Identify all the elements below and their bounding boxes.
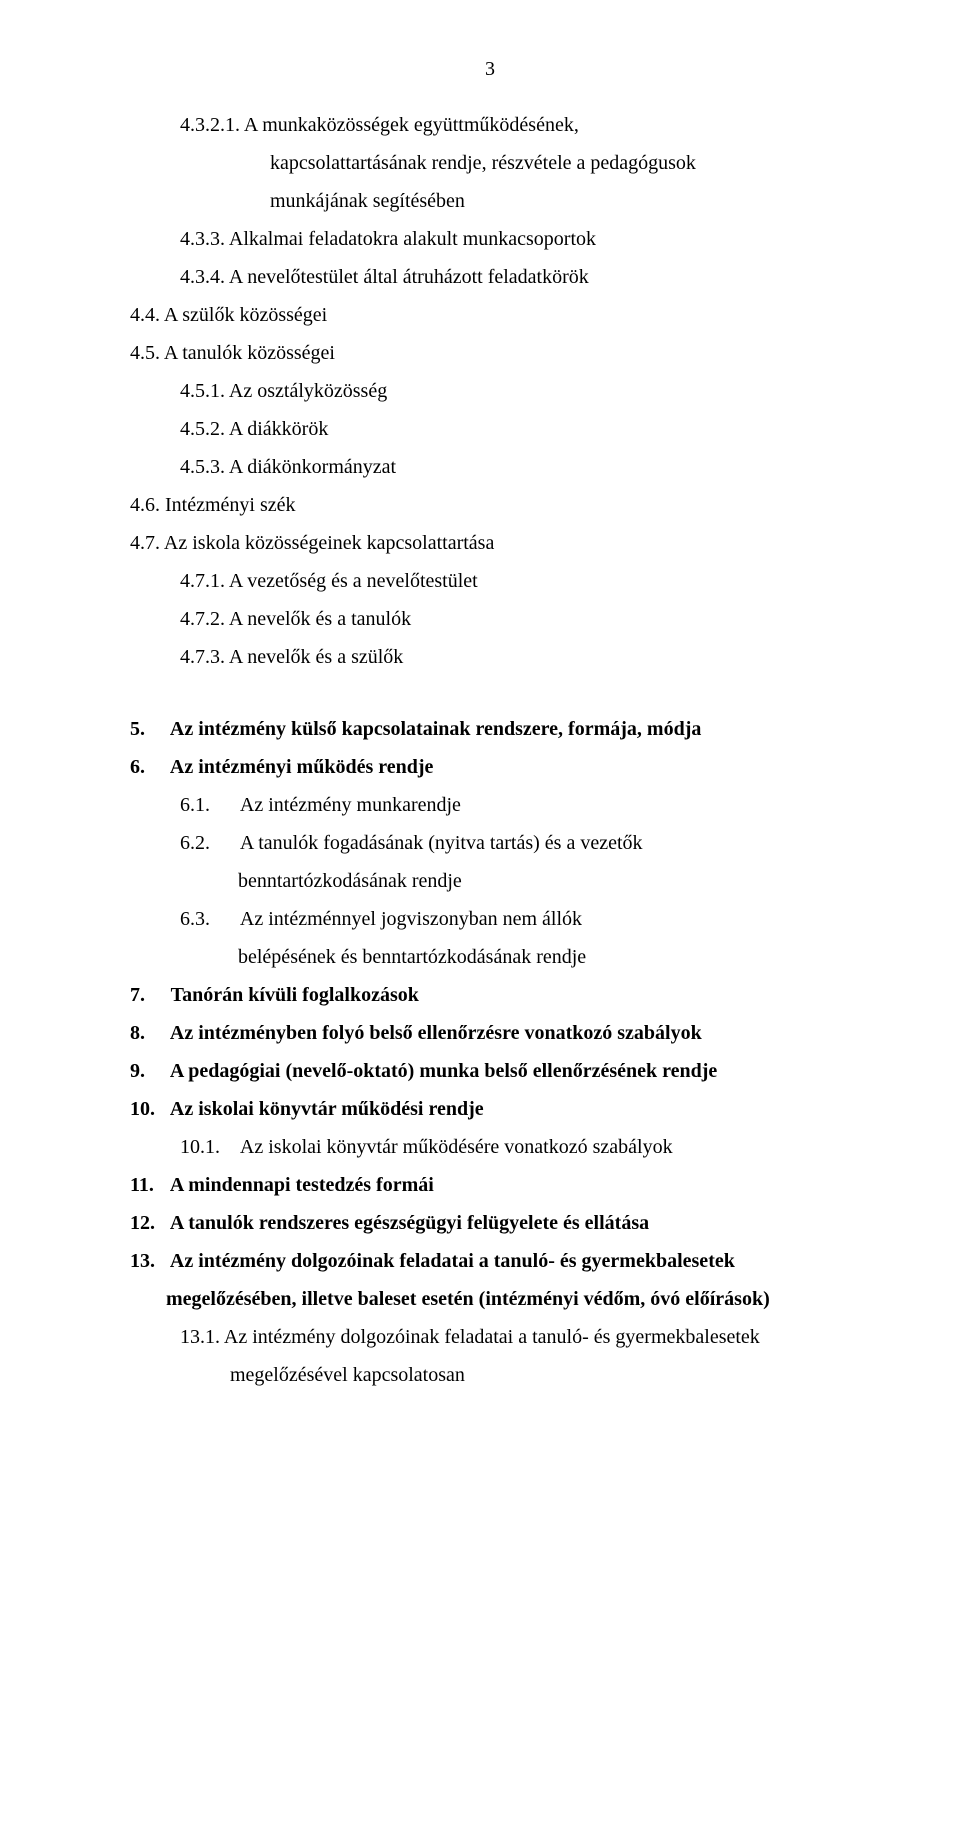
toc-continuation: kapcsolattartásának rendje, részvétele a… [130, 144, 850, 182]
toc-line: 4.4. A szülők közösségei [130, 296, 850, 334]
toc-text: Az intézmény külső kapcsolatainak rendsz… [170, 718, 701, 740]
toc-line: 13.1. Az intézmény dolgozóinak feladatai… [130, 1318, 850, 1356]
toc-text: A munkaközösségek együttműködésének, [244, 114, 579, 136]
toc-continuation: belépésének és benntartózkodásának rendj… [130, 938, 850, 976]
toc-text: A tanulók közösségei [164, 342, 335, 364]
toc-number: 10.1. [180, 1128, 236, 1166]
toc-line: 4.6. Intézményi szék [130, 486, 850, 524]
toc-line: 4.5.1. Az osztályközösség [130, 372, 850, 410]
toc-line: 6.3. Az intézménnyel jogviszonyban nem á… [130, 900, 850, 938]
toc-text: A pedagógiai (nevelő-oktató) munka belső… [170, 1060, 717, 1082]
toc-number: 5. [130, 710, 166, 748]
toc-text: A diákönkormányzat [229, 456, 396, 478]
toc-line: 4.3.3. Alkalmai feladatokra alakult munk… [130, 220, 850, 258]
toc-continuation: megelőzésével kapcsolatosan [130, 1356, 850, 1394]
toc-number: 6. [130, 748, 166, 786]
toc-line: 4.5.3. A diákönkormányzat [130, 448, 850, 486]
toc-number: 4.7. [130, 532, 160, 554]
toc-number: 13. [130, 1242, 166, 1280]
toc-continuation: benntartózkodásának rendje [130, 862, 850, 900]
toc-number: 4.4. [130, 304, 160, 326]
toc-text: Intézményi szék [165, 494, 296, 516]
toc-number: 11. [130, 1166, 166, 1204]
toc-heading: 13. Az intézmény dolgozóinak feladatai a… [130, 1242, 850, 1280]
toc-text: Az iskolai könyvtár működésére vonatkozó… [240, 1136, 673, 1158]
toc-number: 13.1. [180, 1326, 220, 1348]
toc-number: 12. [130, 1204, 166, 1242]
toc-line: 6.2. A tanulók fogadásának (nyitva tartá… [130, 824, 850, 862]
toc-line: 4.7.2. A nevelők és a tanulók [130, 600, 850, 638]
toc-text: Alkalmai feladatokra alakult munkacsopor… [229, 228, 596, 250]
toc-text: A vezetőség és a nevelőtestület [229, 570, 478, 592]
toc-heading: 6. Az intézményi működés rendje [130, 748, 850, 786]
toc-text: Az intézményben folyó belső ellenőrzésre… [170, 1022, 702, 1044]
toc-number: 4.5.1. [180, 380, 225, 402]
toc-heading: 8. Az intézményben folyó belső ellenőrzé… [130, 1014, 850, 1052]
toc-text: A nevelőtestület által átruházott felada… [229, 266, 589, 288]
toc-heading: 10. Az iskolai könyvtár működési rendje [130, 1090, 850, 1128]
toc-number: 4.5. [130, 342, 160, 364]
toc-line: 4.3.4. A nevelőtestület által átruházott… [130, 258, 850, 296]
toc-number: 8. [130, 1014, 166, 1052]
toc-number: 4.5.2. [180, 418, 225, 440]
toc-text: Az osztályközösség [229, 380, 387, 402]
toc-line: 10.1. Az iskolai könyvtár működésére von… [130, 1128, 850, 1166]
toc-number: 9. [130, 1052, 166, 1090]
toc-heading: 9. A pedagógiai (nevelő-oktató) munka be… [130, 1052, 850, 1090]
toc-text: Tanórán kívüli foglalkozások [171, 984, 419, 1006]
toc-number: 6.1. [180, 786, 236, 824]
toc-text: A diákkörök [229, 418, 328, 440]
toc-number: 4.7.2. [180, 608, 225, 630]
toc-heading: 11. A mindennapi testedzés formái [130, 1166, 850, 1204]
toc-text: Az intézménnyel jogviszonyban nem állók [240, 908, 582, 930]
toc-text: A tanulók fogadásának (nyitva tartás) és… [240, 832, 643, 854]
toc-line: 4.7.1. A vezetőség és a nevelőtestület [130, 562, 850, 600]
toc-number: 4.7.3. [180, 646, 225, 668]
spacer [130, 676, 850, 710]
toc-heading: 12. A tanulók rendszeres egészségügyi fe… [130, 1204, 850, 1242]
toc-text: A nevelők és a szülők [229, 646, 403, 668]
toc-continuation: megelőzésében, illetve baleset esetén (i… [130, 1280, 850, 1318]
toc-text: A tanulók rendszeres egészségügyi felügy… [170, 1212, 649, 1234]
toc-text: Az intézményi működés rendje [170, 756, 434, 778]
toc-number: 6.3. [180, 900, 236, 938]
toc-number: 4.3.2.1. [180, 114, 240, 136]
toc-text: Az intézmény dolgozóinak feladatai a tan… [224, 1326, 760, 1348]
toc-text: Az intézmény dolgozóinak feladatai a tan… [170, 1250, 735, 1272]
toc-text: A nevelők és a tanulók [229, 608, 411, 630]
toc-line: 6.1. Az intézmény munkarendje [130, 786, 850, 824]
toc-heading: 7. Tanórán kívüli foglalkozások [130, 976, 850, 1014]
toc-number: 7. [130, 976, 166, 1014]
toc-number: 4.3.4. [180, 266, 225, 288]
toc-text: Az iskolai könyvtár működési rendje [170, 1098, 484, 1120]
toc-line: 4.5.2. A diákkörök [130, 410, 850, 448]
toc-heading: 5. Az intézmény külső kapcsolatainak ren… [130, 710, 850, 748]
toc-number: 4.5.3. [180, 456, 225, 478]
toc-text: A mindennapi testedzés formái [170, 1174, 434, 1196]
toc-line: 4.5. A tanulók közösségei [130, 334, 850, 372]
toc-line: 4.7. Az iskola közösségeinek kapcsolatta… [130, 524, 850, 562]
toc-number: 4.7.1. [180, 570, 225, 592]
page-number: 3 [130, 50, 850, 88]
toc-line: 4.7.3. A nevelők és a szülők [130, 638, 850, 676]
toc-text: A szülők közösségei [164, 304, 327, 326]
toc-text: Az intézmény munkarendje [240, 794, 461, 816]
document-page: 3 4.3.2.1. A munkaközösségek együttműköd… [0, 0, 960, 1838]
toc-number: 6.2. [180, 824, 236, 862]
toc-continuation: munkájának segítésében [130, 182, 850, 220]
toc-number: 4.6. [130, 494, 160, 516]
toc-number: 10. [130, 1090, 166, 1128]
toc-line: 4.3.2.1. A munkaközösségek együttműködés… [130, 106, 850, 144]
toc-text: Az iskola közösségeinek kapcsolattartása [164, 532, 494, 554]
toc-number: 4.3.3. [180, 228, 225, 250]
